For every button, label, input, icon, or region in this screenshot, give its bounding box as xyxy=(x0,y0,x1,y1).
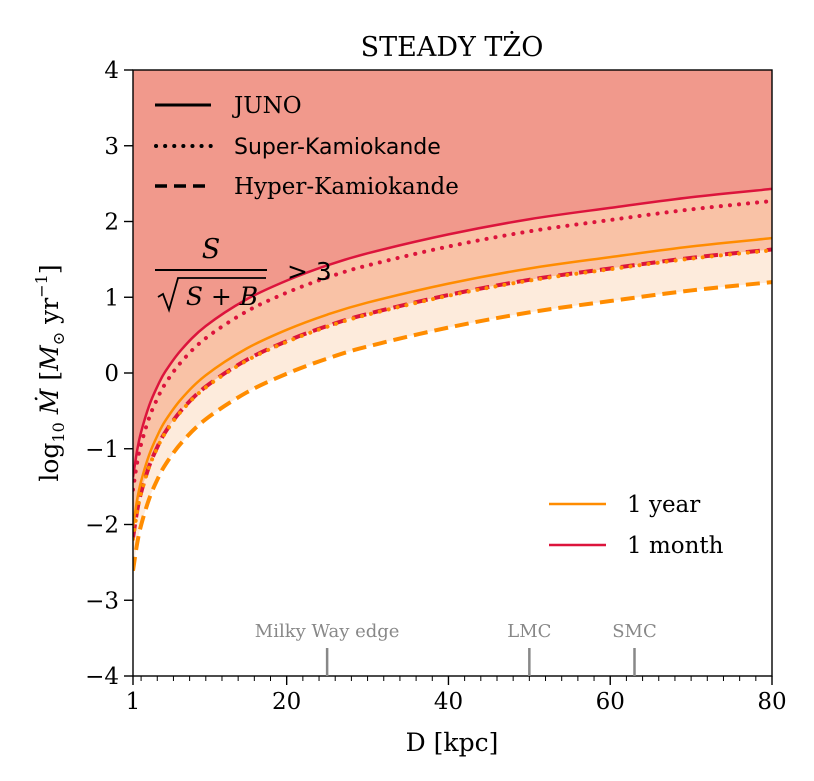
series-line-super-kamiokande-1-month xyxy=(133,199,772,492)
marker-label-milky-way-edge: Milky Way edge xyxy=(255,621,400,642)
series-lines xyxy=(133,187,772,572)
y-label-log-base: 10 xyxy=(49,422,68,442)
x-tick-label: 1 xyxy=(126,689,141,715)
chart-title: STEADY TŻO xyxy=(361,30,544,63)
annotation-radicand: S + B xyxy=(186,282,258,311)
plot-area xyxy=(133,70,772,676)
annotation-sqrt-sign xyxy=(157,277,266,313)
legend-item-1-year: 1 year xyxy=(627,492,700,518)
x-tick-label: 80 xyxy=(757,689,786,715)
one-year-band xyxy=(133,249,772,571)
series-line-super-kamiokande-1-year xyxy=(133,248,772,541)
y-tick-label: 0 xyxy=(104,361,119,387)
y-tick-label: 1 xyxy=(104,285,119,311)
x-axis-label: D [kpc] xyxy=(406,728,499,757)
y-label-close-bracket: ] xyxy=(35,264,64,274)
legend-item-hyper-kamiokande: Hyper-Kamiokande xyxy=(234,174,459,200)
marker-label-smc: SMC xyxy=(612,621,657,642)
y-label-exponent: −1 xyxy=(32,274,51,298)
y-tick-label: 3 xyxy=(104,134,119,160)
y-axis-ticks: −4 −3 −2 −1 0 1 2 3 4 xyxy=(85,58,133,690)
one-month-band xyxy=(133,188,772,539)
x-tick-label: 40 xyxy=(434,689,463,715)
y-tick-label: 2 xyxy=(104,210,119,236)
annotation-numerator: S xyxy=(202,234,221,265)
y-tick-label: −1 xyxy=(85,437,119,463)
legend-item-super-kamiokande: Super-Kamiokande xyxy=(234,135,441,160)
series-line-hyper-kamiokande-1-year xyxy=(133,280,772,572)
y-label-mdot: Ṁ xyxy=(35,387,64,415)
x-minor-ticks xyxy=(140,676,757,681)
significance-annotation: S S + B > 3 xyxy=(155,234,332,313)
y-tick-label: −2 xyxy=(85,513,119,539)
series-line-juno-1-year xyxy=(133,236,772,527)
y-tick-label: −3 xyxy=(85,588,119,614)
y-tick-label: −4 xyxy=(85,664,119,690)
legend-item-juno: JUNO xyxy=(232,93,302,119)
y-axis-label: log10 Ṁ [M⊙ yr−1] xyxy=(32,264,68,481)
x-axis-ticks: 1 20 40 60 80 xyxy=(126,676,787,715)
distance-markers: Milky Way edge LMC SMC xyxy=(255,621,657,676)
y-label-mass: M xyxy=(35,344,64,372)
x-tick-label: 60 xyxy=(596,689,625,715)
legend-item-1-month: 1 month xyxy=(627,533,724,559)
y-label-log: log xyxy=(35,443,64,482)
detection-region-fill xyxy=(133,70,772,478)
x-tick-label: 20 xyxy=(272,689,301,715)
y-label-sun: ⊙ xyxy=(49,332,68,345)
marker-label-lmc: LMC xyxy=(507,621,551,642)
legend-exposure: 1 year 1 month xyxy=(549,492,724,559)
y-label-yr: yr xyxy=(35,298,64,325)
annotation-relation: > 3 xyxy=(287,257,332,286)
series-line-juno-1-month xyxy=(133,187,772,478)
legend-detectors: JUNO Super-Kamiokande Hyper-Kamiokande xyxy=(154,93,459,200)
y-label-open-bracket: [ xyxy=(35,371,64,381)
y-tick-label: 4 xyxy=(104,58,119,84)
